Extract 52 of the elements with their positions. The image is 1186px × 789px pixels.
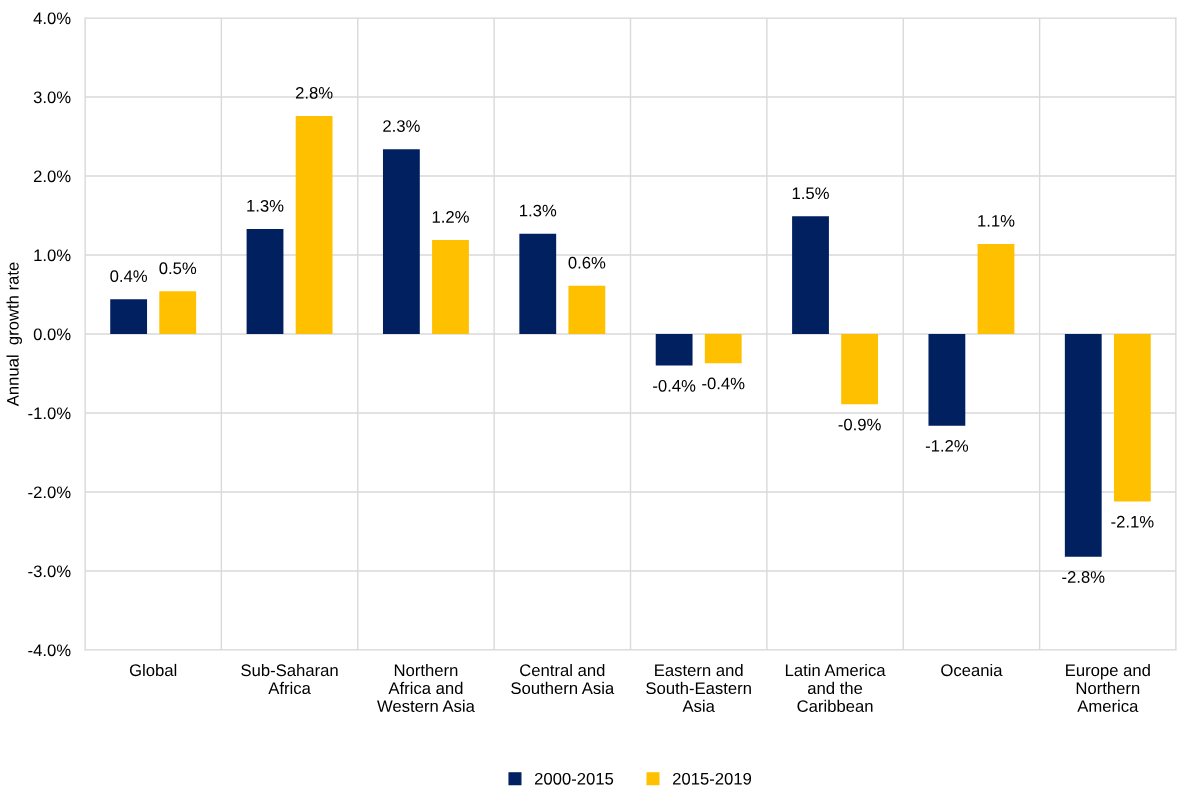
x-tick-label: Global [129, 663, 177, 677]
data-label: 1.3% [520, 204, 557, 217]
y-tick-label: 2.0% [33, 170, 71, 183]
bar [110, 299, 148, 334]
data-label: -2.8% [1062, 571, 1105, 583]
y-tick-label: -2.0% [28, 486, 71, 499]
legend-label: 2000-2015 [534, 772, 614, 785]
bar [655, 334, 693, 366]
bar [568, 285, 606, 334]
data-label: 1.3% [247, 199, 284, 212]
y-tick-label: -1.0% [28, 407, 71, 420]
y-tick-label: 1.0% [34, 249, 71, 262]
data-label: 2.8% [295, 86, 333, 99]
bar [792, 216, 829, 334]
data-label: -0.4% [702, 377, 745, 390]
data-label: 1.1% [978, 215, 1015, 227]
bar [1113, 334, 1151, 502]
x-tick-label: Oceania [941, 663, 1003, 677]
y-tick-label: -3.0% [28, 565, 71, 578]
data-label: 0.5% [159, 262, 197, 275]
bar [432, 239, 469, 334]
x-tick-label: Central and Southern Asia [511, 663, 615, 695]
y-tick-label: 4.0% [33, 12, 71, 25]
bar [977, 243, 1015, 334]
x-tick-label: Eastern and South-Eastern Asia [646, 663, 751, 713]
data-label: 0.6% [568, 256, 606, 269]
bar [841, 334, 879, 405]
bar [519, 233, 557, 334]
data-label: 1.2% [432, 211, 469, 223]
data-label: 1.5% [792, 187, 829, 200]
y-axis-title: Annual growth rate [6, 262, 23, 407]
x-tick-label: Europe and Northern America [1066, 663, 1150, 713]
legend-label: 2015-2019 [673, 772, 752, 785]
bar [928, 334, 966, 426]
data-label: -0.9% [838, 418, 881, 431]
x-tick-label: Northern Africa and Western Asia [377, 663, 475, 713]
bar [295, 115, 333, 334]
bar [1064, 334, 1102, 557]
data-label: 0.4% [110, 270, 148, 283]
y-tick-label: 3.0% [33, 91, 71, 104]
y-tick-label: 0.0% [33, 328, 71, 341]
data-label: 2.3% [383, 120, 420, 132]
x-tick-label: Sub-Saharan Africa [241, 663, 338, 695]
bar [159, 291, 197, 334]
y-tick-label: -4.0% [28, 644, 71, 657]
x-tick-label: Latin America and the Caribbean [785, 663, 886, 713]
data-label: -0.4% [653, 379, 696, 392]
data-label: -2.1% [1111, 515, 1154, 528]
bar [246, 228, 284, 334]
data-label: -1.2% [925, 439, 969, 452]
bar [704, 334, 742, 364]
bar [382, 149, 420, 334]
